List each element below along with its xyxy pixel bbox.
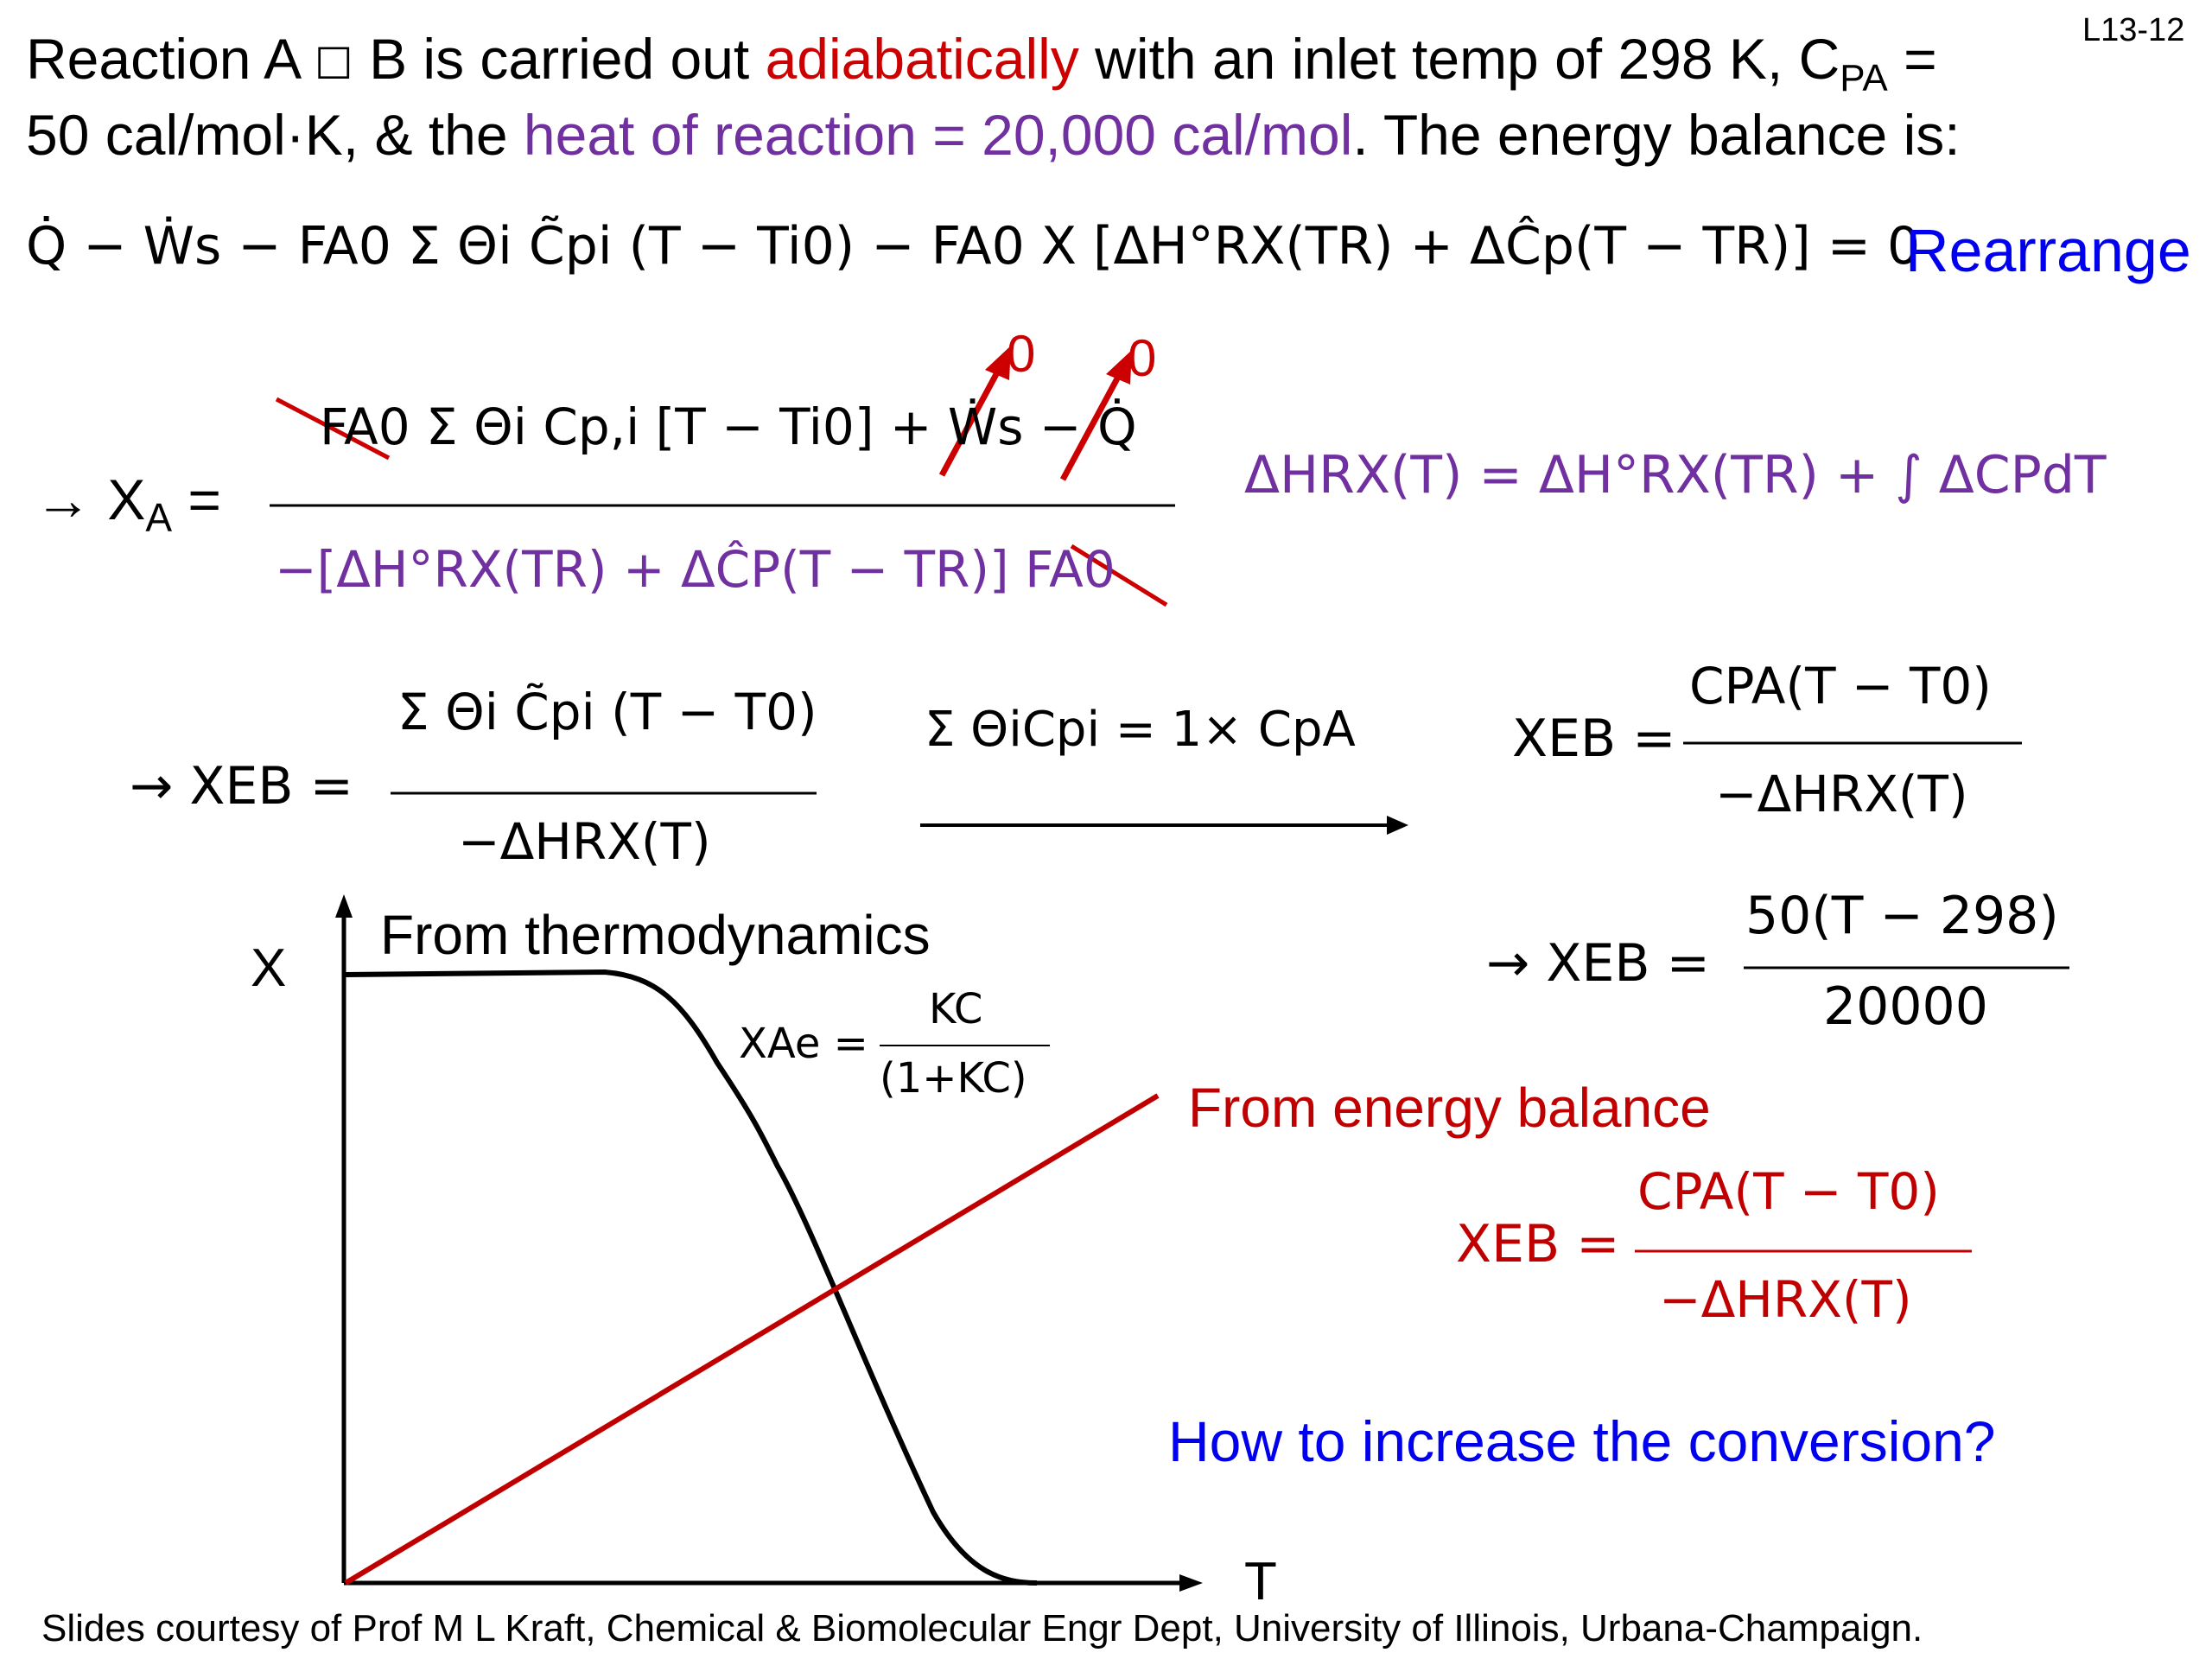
xeb-red-numerator: CPA(T − T0)	[1637, 1162, 1940, 1221]
intro-line-1: Reaction A ☐ B is carried out adiabatica…	[26, 26, 1937, 100]
intro-text: B is carried out	[353, 27, 766, 91]
xa-equals: =	[188, 467, 221, 531]
zero-arrow-ws	[938, 361, 1006, 477]
plot-y-label: X	[251, 938, 287, 998]
intro-line-2: 50 cal/mol·K, & the heat of reaction = 2…	[26, 102, 1961, 168]
zero-arrow-q	[1059, 365, 1127, 481]
adiabatically-text: adiabatically	[765, 27, 1079, 91]
slide-number: L13-12	[2082, 12, 2185, 48]
energy-balance-label: From energy balance	[1188, 1077, 1711, 1139]
heat-of-reaction-text: heat of reaction = 20,000 cal/mol	[523, 103, 1353, 167]
xeb-red-denominator: −ΔHRX(T)	[1659, 1270, 1912, 1329]
xeb-numeric-lhs: → XEB =	[1486, 933, 1710, 994]
energy-balance-equation: Q̇ − Ẇs − FA0 Σ Θi C̃pi (T − Ti0) − FA0…	[26, 216, 1921, 276]
xeb-numeric-denominator: 20000	[1823, 976, 1988, 1037]
xae-numerator: KC	[929, 985, 983, 1033]
xeb-cpa-denominator: −ΔHRX(T)	[1715, 765, 1968, 823]
xeb-cpa-numerator: CPA(T − T0)	[1689, 657, 1992, 715]
question-text: How to increase the conversion?	[1168, 1409, 1996, 1473]
intro-text: . The energy balance is:	[1352, 103, 1961, 167]
intro-text: with an inlet temp of 298 K, C	[1078, 27, 1840, 91]
xa-lhs-text: → X	[35, 467, 146, 531]
xae-denominator: (1+KC)	[880, 1054, 1027, 1103]
xae-lhs: XAe =	[739, 1020, 868, 1068]
equilibrium-curve	[345, 969, 1038, 1586]
zero-arrow-ws-head	[985, 346, 1011, 380]
xeb-red-lhs: XEB =	[1456, 1214, 1620, 1274]
equals-sign: =	[1887, 27, 1937, 91]
intro-text: 50 cal/mol·K, & the	[26, 103, 524, 167]
zero-label-q: 0	[1128, 329, 1157, 387]
delta-h-rx-equation: ΔHRX(T) = ΔH°RX(TR) + ∫ ΔCPdT	[1244, 445, 2107, 505]
cpa-subscript: PA	[1840, 57, 1888, 100]
rearrange-label: Rearrange	[1905, 217, 2191, 284]
xa-lhs: → XA =	[35, 467, 221, 541]
xa-denominator: −[ΔH°RX(TR) + ΔĈP(T − TR)] FA0	[275, 540, 1116, 599]
energy-balance-line	[344, 1093, 1160, 1586]
x-axis-arrowhead	[1179, 1574, 1203, 1592]
identity-arrow-head	[1387, 816, 1408, 835]
xeb-general-lhs: → XEB =	[130, 756, 353, 817]
zero-label-ws: 0	[1007, 325, 1036, 383]
xeb-numeric-numerator: 50(T − 298)	[1745, 886, 2059, 946]
footer-credit: Slides courtesy of Prof M L Kraft, Chemi…	[41, 1607, 1923, 1649]
y-axis-arrowhead	[335, 894, 353, 918]
intro-text: Reaction A	[26, 27, 315, 91]
zero-arrow-q-head	[1106, 350, 1132, 385]
strike-fa0-numerator	[275, 397, 391, 461]
strike-fa0-denominator	[1070, 543, 1168, 607]
thermodynamics-label: From thermodynamics	[380, 904, 931, 966]
xeb-general-numerator: Σ Θi C̃pi (T − T0)	[397, 683, 817, 741]
xa-numerator: FA0 Σ Θi Cp,i [T − Ti0] + Ẇs − Q̇	[320, 397, 1137, 456]
xeb-cpa-lhs: XEB =	[1512, 709, 1676, 769]
xeb-general-denominator: −ΔHRX(T)	[458, 812, 711, 871]
missing-glyph-box: ☐	[314, 39, 353, 89]
xa-subscript: A	[145, 495, 173, 541]
plot-x-label: T	[1244, 1552, 1277, 1611]
sum-identity: Σ ΘiCpi = 1× CpA	[925, 702, 1356, 758]
